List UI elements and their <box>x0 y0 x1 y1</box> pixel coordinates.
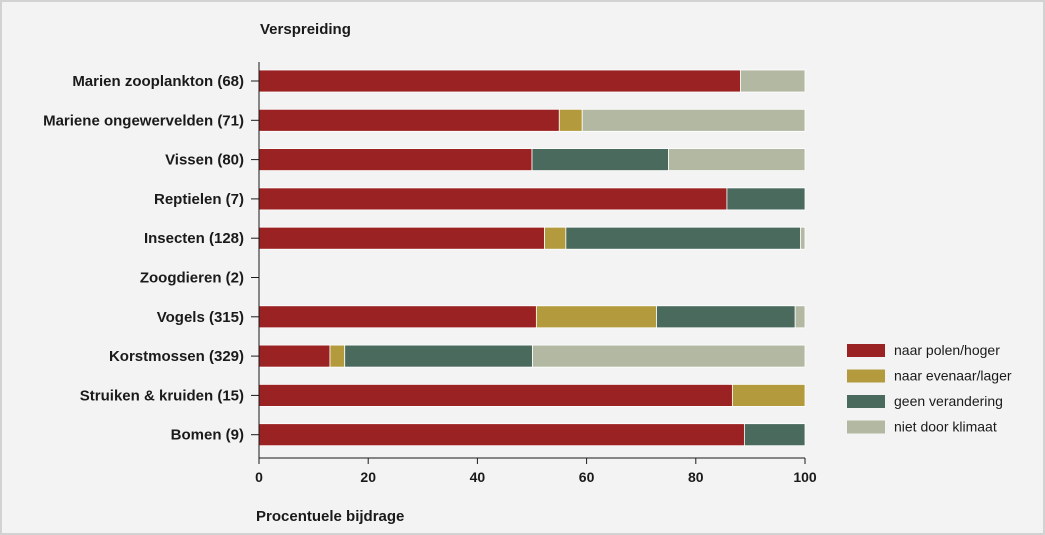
bar-segment <box>535 305 657 329</box>
legend-swatch <box>847 344 885 357</box>
bars-group <box>258 69 806 447</box>
x-tick-label: 20 <box>360 469 376 485</box>
x-tick-label: 80 <box>688 469 704 485</box>
category-label: Vissen (80) <box>165 152 244 169</box>
category-label: Insecten (128) <box>144 230 244 247</box>
bar-segment <box>726 187 806 211</box>
bar-segment <box>258 423 745 447</box>
legend-label: naar polen/hoger <box>894 342 1000 358</box>
legend-swatch <box>847 369 885 383</box>
category-label: Korstmossen (329) <box>109 348 244 365</box>
bar-segment <box>531 148 669 172</box>
bar-segment <box>258 187 728 211</box>
bar-segment <box>800 226 806 250</box>
legend-label: niet door klimaat <box>894 419 997 435</box>
bar-segment <box>258 69 741 93</box>
bar-segment <box>329 344 346 368</box>
bar-segment <box>581 108 806 132</box>
bar-segment <box>668 148 806 172</box>
category-label: Vogels (315) <box>157 309 244 326</box>
bar-segment <box>794 305 806 329</box>
bar-segment <box>532 344 806 368</box>
bar-segment <box>656 305 796 329</box>
legend-swatch <box>847 420 885 434</box>
category-label: Zoogdieren (2) <box>140 270 244 287</box>
category-labels: Marien zooplankton (68) Mariene ongewerve… <box>43 73 259 444</box>
bar-segment <box>731 383 806 407</box>
legend-swatch <box>847 395 885 408</box>
x-tick-label: 0 <box>255 469 263 485</box>
bar-segment <box>558 108 583 132</box>
bar-segment <box>740 69 806 93</box>
bar-segment <box>258 383 733 407</box>
category-label: Reptielen (7) <box>154 191 244 208</box>
x-tick-label: 60 <box>579 469 595 485</box>
bar-segment <box>258 148 533 172</box>
x-axis: 0 20 40 60 80 100 <box>255 62 817 485</box>
x-tick-label: 40 <box>470 469 486 485</box>
bar-segment <box>258 226 545 250</box>
bar-segment <box>344 344 533 368</box>
category-label: Mariene ongewervelden (71) <box>43 112 244 129</box>
legend: naar polen/hoger naar evenaar/lager geen v… <box>847 342 1012 435</box>
category-label: Bomen (9) <box>171 427 244 444</box>
legend-label: geen verandering <box>894 393 1003 409</box>
chart-title: Verspreiding <box>260 21 351 38</box>
bar-segment <box>544 226 567 250</box>
bar-segment <box>743 423 806 447</box>
x-axis-label: Procentuele bijdrage <box>256 508 404 525</box>
bar-segment <box>258 305 537 329</box>
bar-segment <box>258 108 560 132</box>
category-label: Struiken & kruiden (15) <box>80 387 244 404</box>
category-label: Marien zooplankton (68) <box>72 73 244 90</box>
bar-segment <box>565 226 802 250</box>
x-tick-label: 100 <box>793 469 817 485</box>
bar-segment <box>258 344 331 368</box>
legend-label: naar evenaar/lager <box>894 368 1012 384</box>
